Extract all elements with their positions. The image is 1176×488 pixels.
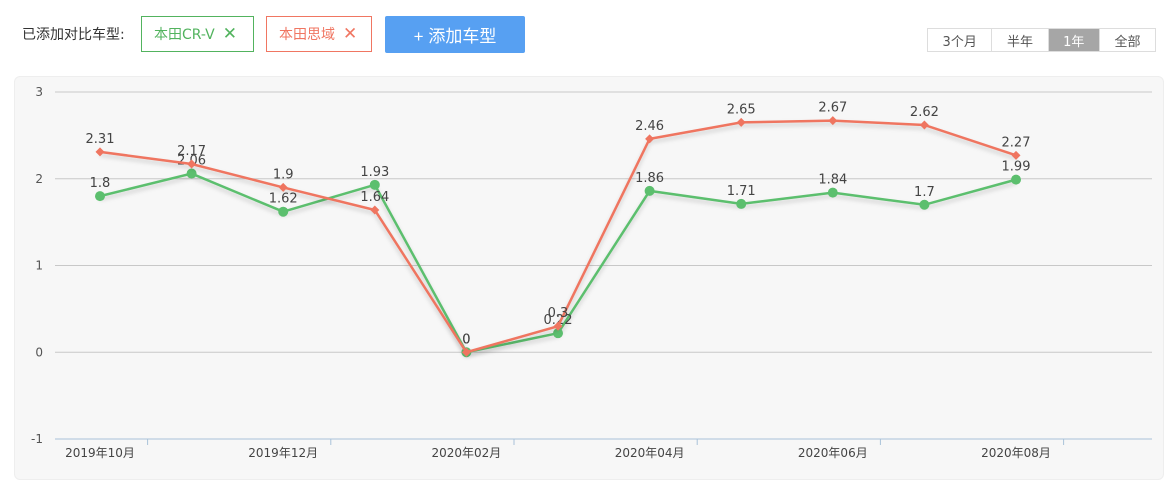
- chart-panel: 3 2 1 0 -1 2019年10月 2019年12月 2020年02月 2020年04月 20…: [14, 76, 1164, 480]
- data-label: 2.62: [910, 105, 939, 120]
- data-label: 1.9: [273, 167, 294, 182]
- x-tick-label: 2020年06月: [798, 446, 868, 460]
- data-point: [919, 120, 929, 130]
- data-label: 2.31: [86, 132, 115, 147]
- data-label: 1.8: [90, 176, 111, 191]
- y-tick-label: 1: [35, 259, 43, 273]
- data-point: [827, 187, 838, 198]
- data-point: [187, 159, 197, 169]
- y-tick-label: 3: [35, 85, 43, 99]
- data-point: [461, 347, 471, 357]
- data-label: 2.17: [177, 144, 206, 159]
- time-range-selector: 3个月 半年 1年 全部: [927, 28, 1156, 52]
- data-label: 1.62: [269, 192, 298, 207]
- data-point: [278, 206, 289, 217]
- range-1-year[interactable]: 1年: [1048, 29, 1100, 51]
- chip-honda-civic[interactable]: 本田思域 ✕: [266, 16, 372, 52]
- data-point: [1011, 150, 1021, 160]
- x-tick-label: 2020年08月: [981, 446, 1051, 460]
- data-label: 1.93: [360, 165, 389, 180]
- close-icon[interactable]: ✕: [343, 23, 358, 44]
- x-tick-label: 2020年04月: [615, 446, 685, 460]
- chip-label: 本田CR-V: [154, 27, 215, 43]
- chip-honda-crv[interactable]: 本田CR-V ✕: [141, 16, 254, 52]
- data-label: 2.65: [727, 102, 756, 117]
- data-label: 1.64: [360, 190, 389, 205]
- data-label: 1.86: [635, 171, 664, 186]
- data-point: [1011, 174, 1021, 185]
- add-model-button[interactable]: + 添加车型: [385, 16, 525, 53]
- y-tick-label: 0: [35, 345, 43, 359]
- data-label: 1.84: [818, 173, 847, 188]
- data-point: [553, 328, 563, 339]
- data-label: 2.46: [635, 119, 664, 134]
- data-point: [736, 117, 746, 127]
- range-half-year[interactable]: 半年: [992, 29, 1049, 51]
- data-label: 0.3: [548, 306, 569, 321]
- data-point: [736, 198, 747, 209]
- data-label: 1.71: [727, 184, 756, 199]
- y-tick-label: 2: [35, 172, 43, 186]
- data-point: [645, 134, 655, 144]
- data-point: [919, 199, 930, 210]
- data-point: [644, 185, 655, 196]
- line-chart: 3 2 1 0 -1 2019年10月 2019年12月 2020年02月 2020年04月 20…: [31, 85, 1152, 460]
- data-point: [370, 205, 380, 215]
- data-label: 0: [462, 332, 470, 347]
- compare-toolbar: 已添加对比车型: 本田CR-V ✕ 本田思域 ✕ + 添加车型 3个月 半年 1…: [0, 0, 1176, 70]
- data-label: 1.99: [1002, 160, 1031, 175]
- data-point: [95, 191, 105, 202]
- chip-label: 本田思域: [279, 27, 335, 43]
- data-point: [828, 116, 838, 126]
- range-3-months[interactable]: 3个月: [928, 29, 993, 51]
- close-icon[interactable]: ✕: [222, 23, 237, 44]
- data-label: 0.22: [544, 313, 573, 328]
- data-label: 0: [462, 332, 470, 347]
- data-point: [95, 147, 105, 157]
- data-point: [369, 179, 380, 190]
- data-point: [186, 168, 197, 179]
- data-label: 2.27: [1002, 135, 1031, 150]
- data-point: [553, 321, 563, 331]
- added-models-label: 已添加对比车型:: [22, 27, 125, 43]
- data-label: 2.67: [818, 101, 847, 116]
- x-tick-label: 2020年02月: [431, 446, 501, 460]
- x-tick-label: 2019年12月: [248, 446, 318, 460]
- range-all[interactable]: 全部: [1099, 29, 1156, 51]
- x-tick-label: 2019年10月: [65, 446, 135, 460]
- data-label: 1.7: [914, 185, 935, 200]
- y-tick-label: -1: [31, 432, 43, 446]
- data-point: [278, 182, 288, 192]
